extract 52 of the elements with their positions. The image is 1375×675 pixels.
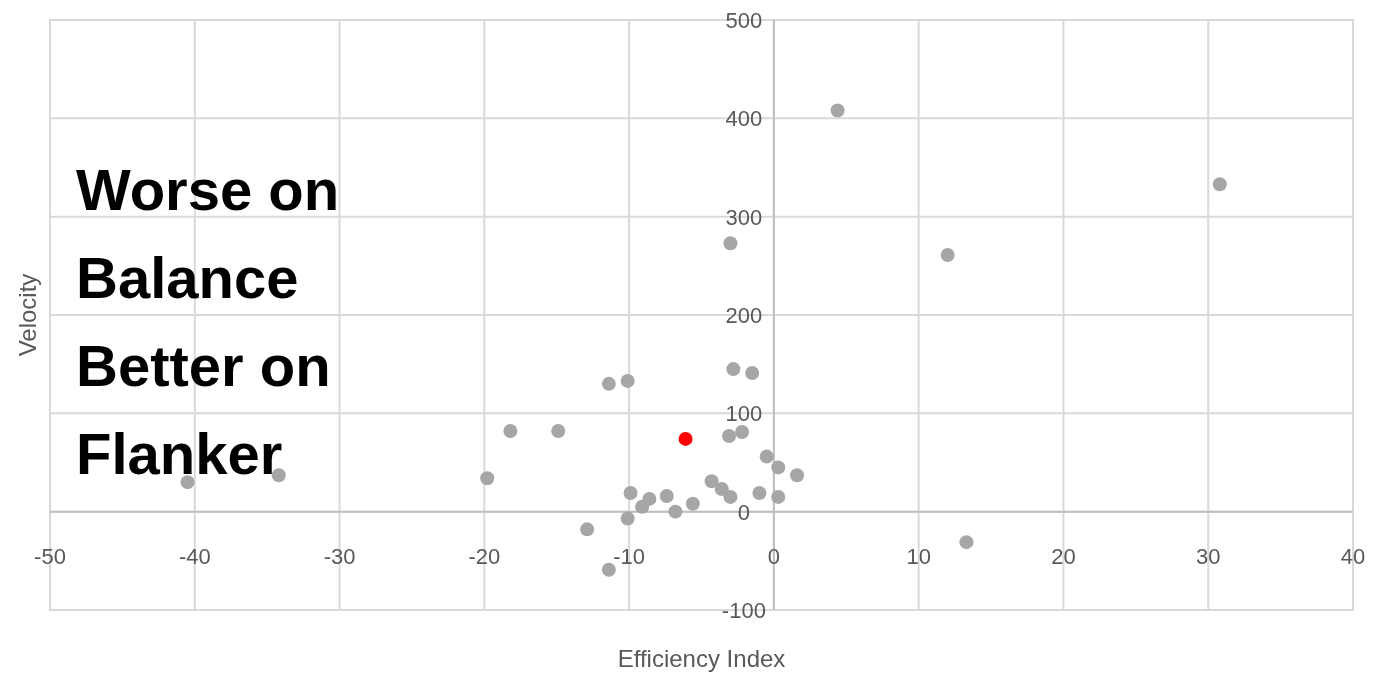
point bbox=[790, 468, 805, 483]
x-axis-title: Efficiency Index bbox=[617, 645, 786, 672]
point bbox=[714, 482, 729, 497]
point bbox=[601, 562, 616, 577]
point bbox=[620, 511, 635, 526]
x-tick-label: 10 bbox=[906, 543, 931, 569]
point bbox=[480, 471, 495, 486]
point bbox=[668, 504, 683, 519]
point bbox=[659, 488, 674, 503]
x-tick-label: 30 bbox=[1195, 543, 1221, 569]
point bbox=[685, 496, 700, 511]
point bbox=[704, 474, 719, 489]
y-tick-label: 0 bbox=[737, 499, 751, 525]
y-tick-label: 500 bbox=[725, 8, 763, 33]
point bbox=[771, 460, 786, 475]
point bbox=[752, 485, 767, 500]
x-tick-label: -10 bbox=[613, 543, 646, 569]
point bbox=[551, 424, 566, 439]
x-tick-label: -40 bbox=[178, 543, 211, 569]
point bbox=[601, 376, 616, 391]
point bbox=[723, 489, 738, 504]
point bbox=[959, 535, 974, 550]
point bbox=[1212, 177, 1227, 192]
y-tick-label: 300 bbox=[725, 204, 763, 230]
point bbox=[745, 366, 760, 381]
point bbox=[723, 236, 738, 251]
x-tick-label: -30 bbox=[323, 543, 356, 569]
point bbox=[623, 485, 638, 500]
y-tick-label: 400 bbox=[725, 106, 763, 132]
annotation: Worse on Balance Better on Flanker bbox=[76, 157, 340, 486]
point bbox=[726, 362, 741, 377]
point bbox=[735, 425, 750, 440]
x-tick-label: 20 bbox=[1051, 543, 1076, 569]
point bbox=[771, 489, 786, 504]
point bbox=[620, 373, 635, 388]
point bbox=[678, 431, 693, 446]
y-axis-title: Velocity bbox=[14, 273, 41, 357]
point bbox=[940, 248, 955, 263]
x-tick-label: -20 bbox=[468, 543, 501, 569]
point bbox=[642, 491, 657, 506]
x-tick-label: 0 bbox=[767, 543, 781, 569]
point bbox=[722, 428, 737, 443]
point bbox=[759, 449, 774, 464]
x-tick-label: -50 bbox=[34, 543, 66, 569]
point bbox=[503, 424, 518, 439]
point bbox=[580, 522, 595, 537]
y-tick-label: 200 bbox=[725, 303, 763, 328]
point bbox=[830, 103, 845, 118]
y-tick-label: -100 bbox=[721, 598, 766, 623]
y-tick-label: 100 bbox=[725, 401, 763, 427]
point bbox=[180, 475, 195, 490]
x-tick-label: 40 bbox=[1340, 543, 1366, 569]
